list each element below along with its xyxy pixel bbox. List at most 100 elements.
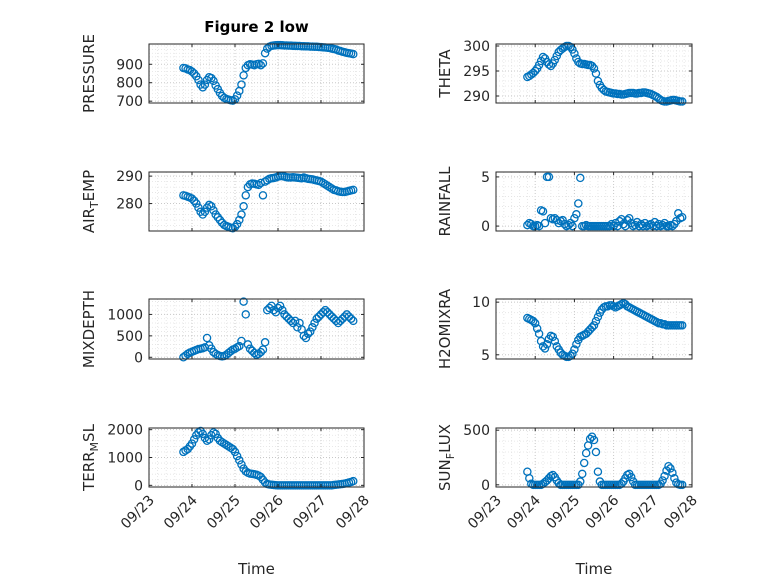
data-point [204, 435, 214, 444]
axes-mixdepth: 0 500 1000 MIXDEPTH [80, 290, 365, 368]
data-point [589, 435, 599, 445]
data-point [528, 316, 538, 326]
y-tick-label: 1000 [107, 451, 143, 467]
data-point [318, 178, 328, 188]
data-point [194, 203, 203, 212]
data-point [299, 331, 309, 341]
data-point [305, 327, 315, 336]
data-point [344, 312, 354, 321]
data-point [278, 305, 287, 315]
x-tick-label: 09/28 [661, 493, 701, 533]
data-point [237, 460, 246, 469]
axes-box [148, 171, 365, 232]
data-point [235, 456, 244, 465]
data-point [677, 480, 687, 490]
y-tick-label: 1000 [107, 307, 143, 323]
axes-sun-flux: 0 500 SUNFLUX 09/23 09/24 09/25 09/26 09/27 09/2… [436, 423, 701, 578]
data-point [192, 199, 201, 208]
data-point [325, 182, 334, 192]
x-tick-label: 09/24 [504, 492, 544, 532]
y-tick-label: 2000 [107, 423, 143, 439]
data-point [654, 219, 663, 229]
data-point [668, 468, 677, 478]
x-tick-label: 09/27 [290, 493, 330, 533]
data-point [301, 333, 311, 343]
data-point [677, 321, 687, 330]
data-point [288, 318, 298, 328]
data-point [348, 185, 358, 195]
y-axis-label: PRESSURE [80, 34, 98, 113]
x-tick-label: 09/27 [622, 493, 662, 533]
data-point [558, 215, 567, 225]
data-point [574, 199, 583, 208]
data-point [232, 451, 242, 461]
data-point [568, 45, 577, 54]
data-point [312, 314, 321, 323]
axes-box [495, 43, 693, 104]
data-point [534, 60, 544, 70]
series-h2omixra [523, 298, 687, 362]
x-axis-label: Time [575, 560, 613, 578]
data-point [325, 310, 334, 319]
data-point [260, 177, 270, 186]
y-axis-label: MIXDEPTH [80, 290, 98, 368]
data-point [258, 59, 268, 68]
y-tick-label: 0 [481, 478, 490, 494]
y-tick-label: 300 [463, 39, 490, 55]
data-point [591, 69, 601, 78]
data-point [235, 215, 244, 225]
data-point [241, 310, 250, 319]
data-point [593, 312, 603, 322]
data-point [241, 191, 250, 200]
data-point [560, 219, 569, 229]
axes-box [495, 298, 693, 360]
data-point [550, 55, 560, 65]
data-point [237, 336, 246, 346]
y-axis-label: AIRTEMP [80, 170, 101, 233]
data-point [211, 429, 220, 439]
data-point [327, 312, 336, 321]
y-tick-label: 290 [463, 89, 490, 105]
data-point [275, 301, 285, 311]
data-point [546, 61, 556, 71]
data-point [316, 177, 326, 186]
data-point [235, 341, 244, 351]
series-rainfall [523, 172, 687, 231]
y-tick-label: 800 [116, 76, 143, 92]
y-axis-label: H2OMIXRA [436, 288, 454, 369]
y-tick-label: 900 [116, 57, 143, 73]
data-point [194, 428, 203, 437]
data-point [269, 305, 278, 315]
x-tick-label: 09/28 [333, 493, 373, 533]
data-point [548, 470, 558, 480]
data-point [587, 61, 597, 71]
y-tick-label: 500 [463, 423, 490, 439]
chart-title: Figure 2 low [204, 18, 309, 36]
data-point [194, 75, 203, 85]
data-point [256, 60, 266, 70]
y-axis-label: THETA [436, 49, 454, 99]
data-point [187, 194, 197, 203]
data-point [572, 340, 581, 349]
data-point [666, 464, 675, 473]
x-tick-label: 09/23 [118, 493, 158, 533]
data-point [617, 214, 626, 224]
axes-rainfall: 0 5 RAINFALL [436, 166, 693, 236]
data-point [314, 312, 324, 321]
data-point [542, 340, 552, 349]
data-point [224, 442, 233, 451]
data-point [265, 303, 274, 313]
x-tick-label: 09/23 [465, 493, 505, 533]
y-tick-label: 0 [481, 219, 490, 235]
data-point [308, 323, 317, 332]
data-point [198, 429, 207, 439]
x-tick-label: 09/26 [583, 492, 623, 532]
data-point [280, 310, 289, 319]
data-point [333, 318, 343, 328]
data-point [544, 60, 554, 69]
y-tick-label: 0 [134, 478, 143, 494]
data-point [219, 439, 229, 448]
data-point [232, 219, 242, 229]
data-point [587, 323, 597, 332]
